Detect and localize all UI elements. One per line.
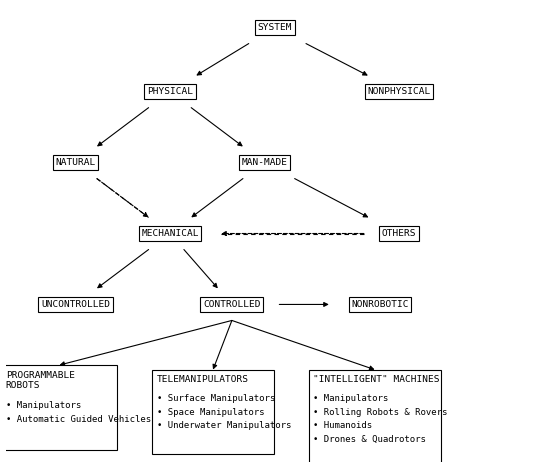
Text: TELEMANIPULATORS: TELEMANIPULATORS [157, 375, 249, 384]
Text: NATURAL: NATURAL [56, 158, 96, 167]
Text: • Manipulators: • Manipulators [6, 401, 81, 410]
Text: • Automatic Guided Vehicles: • Automatic Guided Vehicles [6, 415, 151, 424]
Text: PHYSICAL: PHYSICAL [147, 87, 193, 96]
Text: OTHERS: OTHERS [382, 229, 416, 238]
Bar [152, 370, 274, 454]
Text: MAN-MADE: MAN-MADE [241, 158, 287, 167]
Bar [2, 365, 117, 450]
Text: NONROBOTIC: NONROBOTIC [351, 300, 409, 309]
Text: UNCONTROLLED: UNCONTROLLED [41, 300, 110, 309]
Bar [309, 370, 441, 463]
Text: • Drones & Quadrotors: • Drones & Quadrotors [313, 435, 426, 444]
Text: NONPHYSICAL: NONPHYSICAL [367, 87, 431, 96]
Text: • Humanoids: • Humanoids [313, 421, 372, 431]
Text: MECHANICAL: MECHANICAL [141, 229, 199, 238]
Text: "INTELLIGENT" MACHINES: "INTELLIGENT" MACHINES [313, 375, 439, 384]
Text: PROGRAMMABLE
ROBOTS: PROGRAMMABLE ROBOTS [6, 371, 75, 390]
Text: • Rolling Robots & Rovers: • Rolling Robots & Rovers [313, 408, 447, 417]
Text: • Space Manipulators: • Space Manipulators [157, 408, 264, 417]
Text: • Manipulators: • Manipulators [313, 394, 388, 403]
Text: • Surface Manipulators: • Surface Manipulators [157, 394, 275, 403]
Text: • Underwater Manipulators: • Underwater Manipulators [157, 421, 291, 431]
Text: SYSTEM: SYSTEM [258, 23, 292, 32]
Text: CONTROLLED: CONTROLLED [203, 300, 261, 309]
